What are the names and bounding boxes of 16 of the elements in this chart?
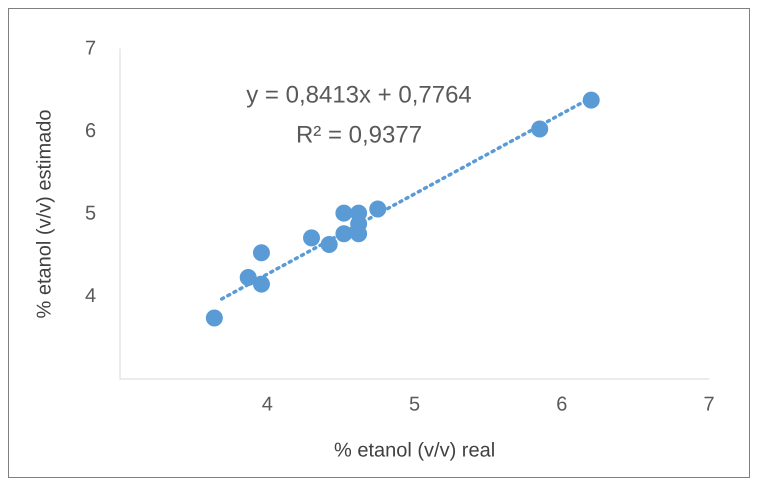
y-tick-label: 6 (85, 120, 96, 142)
y-axis-title: % etanol (v/v) estimado (34, 110, 56, 318)
y-tick-label: 7 (85, 38, 96, 60)
point (206, 309, 223, 326)
y-tick-label: 4 (85, 285, 96, 308)
x-tick-label: 6 (556, 394, 568, 416)
annotation: y = 0,8413x + 0,7764 (246, 82, 472, 109)
x-tick-label: 4 (262, 394, 273, 416)
annotation: R² = 0,9377 (296, 122, 422, 149)
y-tick-label: 5 (85, 202, 96, 225)
x-tick-label: 7 (703, 394, 715, 416)
x-axis-title: % etanol (v/v) real (334, 440, 496, 462)
point (335, 204, 352, 222)
x-tick-label: 5 (409, 394, 420, 416)
point (252, 244, 270, 262)
point (303, 229, 320, 246)
